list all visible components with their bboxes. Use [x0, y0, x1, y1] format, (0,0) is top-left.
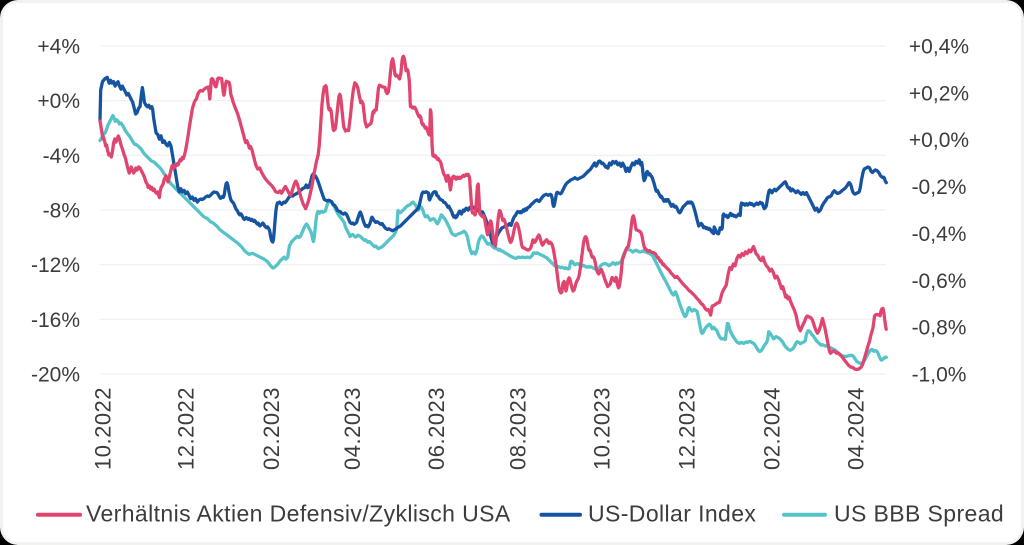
svg-text:-4%: -4%	[43, 145, 80, 168]
svg-text:-1,0%: -1,0%	[912, 364, 967, 387]
svg-text:+0,4%: +0,4%	[909, 36, 969, 59]
svg-text:-0,6%: -0,6%	[912, 270, 967, 293]
svg-text:04.2023: 04.2023	[340, 387, 365, 470]
svg-text:12.2023: 12.2023	[675, 387, 700, 470]
svg-text:Verhältnis Aktien Defensiv/Zyk: Verhältnis Aktien Defensiv/Zyklisch USA	[86, 501, 511, 527]
svg-text:-12%: -12%	[31, 254, 80, 277]
svg-text:-16%: -16%	[31, 309, 80, 332]
svg-text:+0,0%: +0,0%	[909, 129, 969, 152]
svg-text:10.2022: 10.2022	[91, 387, 116, 470]
svg-text:-8%: -8%	[43, 200, 80, 223]
svg-text:US-Dollar Index: US-Dollar Index	[588, 501, 756, 527]
svg-text:02.2024: 02.2024	[760, 387, 785, 470]
svg-text:04.2024: 04.2024	[844, 387, 869, 470]
svg-text:US BBB Spread: US BBB Spread	[834, 501, 1004, 527]
svg-text:08.2023: 08.2023	[506, 387, 531, 470]
svg-text:+0%: +0%	[37, 90, 80, 113]
svg-text:-0,8%: -0,8%	[912, 317, 967, 340]
svg-text:10.2023: 10.2023	[590, 387, 615, 470]
svg-text:-0,4%: -0,4%	[912, 223, 967, 246]
svg-text:+0,2%: +0,2%	[909, 82, 969, 105]
svg-text:-0,2%: -0,2%	[912, 176, 967, 199]
svg-text:-20%: -20%	[31, 364, 80, 387]
svg-text:12.2022: 12.2022	[174, 387, 199, 470]
svg-text:06.2023: 06.2023	[424, 387, 449, 470]
svg-text:+4%: +4%	[37, 36, 80, 59]
svg-text:02.2023: 02.2023	[259, 387, 284, 470]
